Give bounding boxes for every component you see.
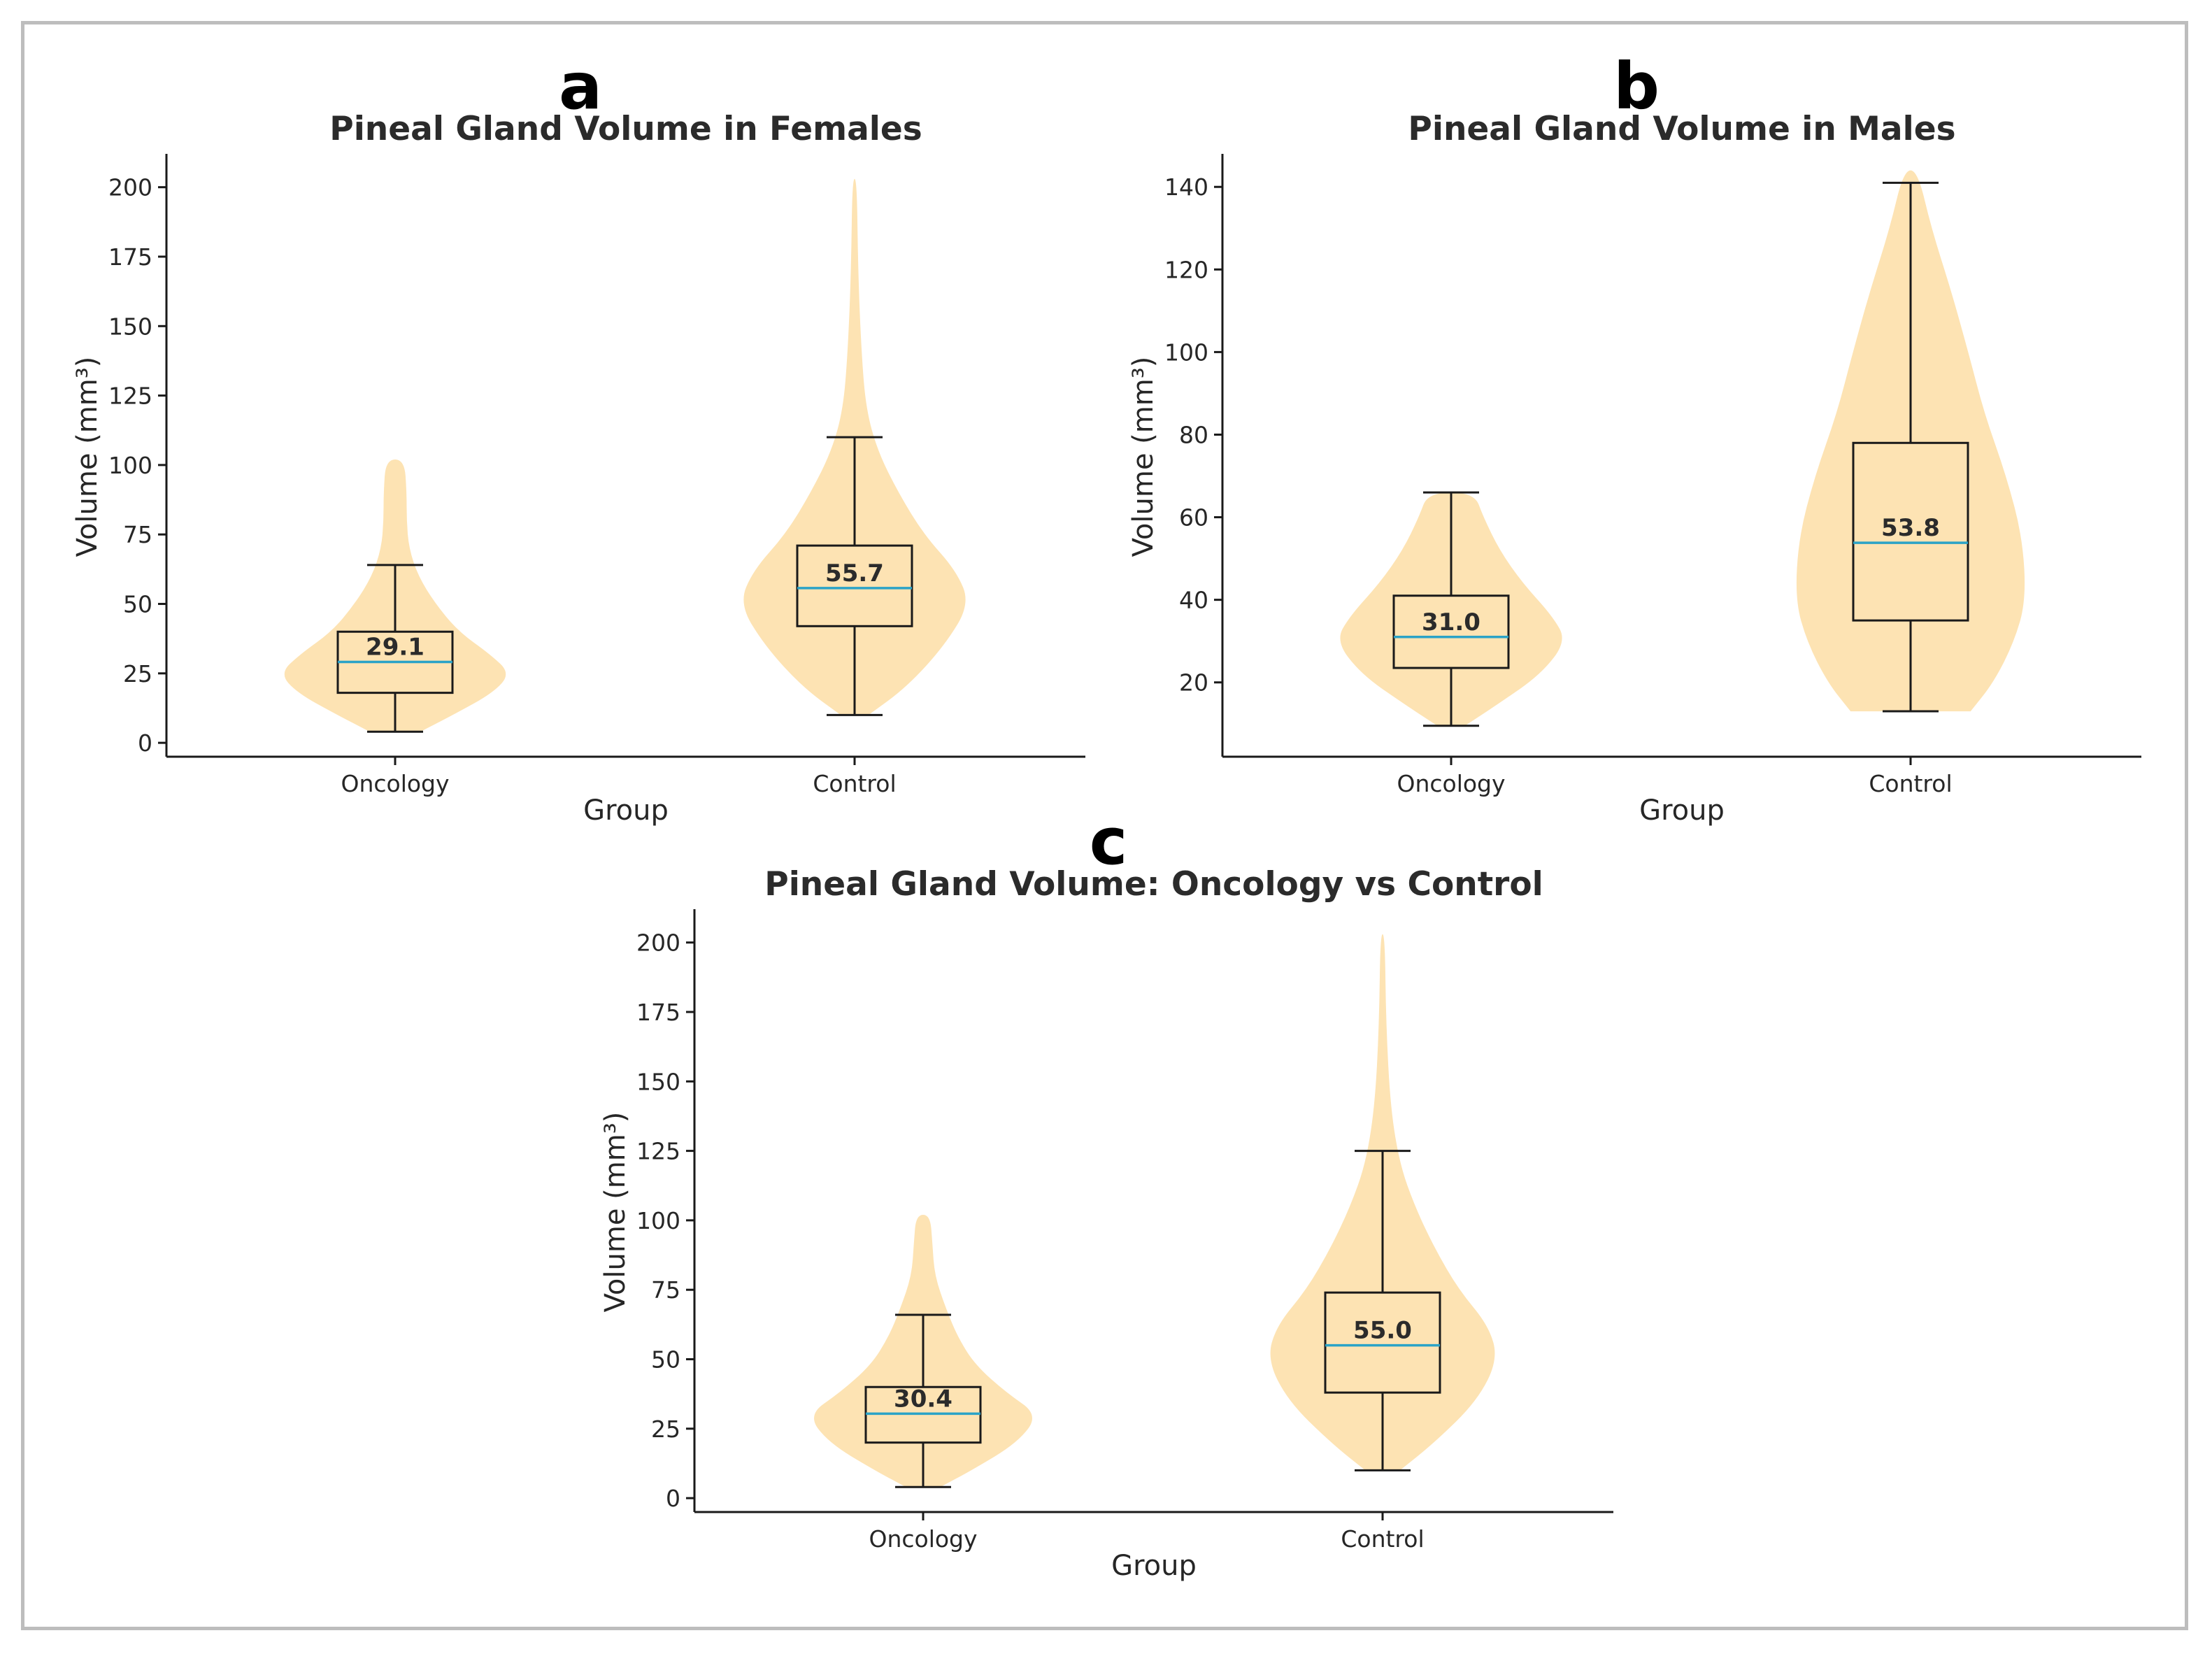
y-axis-label-a: Volume (mm³) (71, 357, 104, 557)
y-tick-label: 25 (123, 660, 152, 687)
y-tick-label: 40 (1179, 587, 1208, 614)
iqr-box-control (1324, 1291, 1441, 1394)
y-tick-label: 125 (108, 383, 152, 410)
y-tick-label: 100 (108, 452, 152, 479)
figure-frame (21, 21, 2188, 1630)
y-tick-label: 50 (651, 1346, 680, 1374)
x-axis-label-b: Group (1639, 794, 1725, 827)
y-tick-label: 200 (108, 174, 152, 201)
y-tick-label: 100 (636, 1207, 680, 1234)
y-tick-label: 25 (651, 1416, 680, 1443)
y-tick-label: 140 (1164, 173, 1208, 201)
median-label-control: 55.0 (1353, 1317, 1412, 1345)
x-axis-label-a: Group (583, 794, 669, 827)
x-tick-label: Control (813, 770, 896, 797)
median-label-oncology: 31.0 (1422, 608, 1480, 636)
panel-letter-a: a (559, 49, 602, 124)
y-tick-label: 75 (123, 521, 152, 548)
iqr-box-oncology (1392, 594, 1510, 669)
y-tick-label: 175 (108, 243, 152, 271)
y-axis-label-c: Volume (mm³) (599, 1112, 632, 1313)
y-tick-label: 80 (1179, 421, 1208, 448)
median-label-control: 55.7 (825, 559, 884, 587)
y-tick-label: 120 (1164, 256, 1208, 283)
x-axis-label-c: Group (1111, 1550, 1197, 1582)
iqr-box-control (1852, 441, 1969, 622)
y-tick-label: 0 (138, 729, 152, 757)
x-tick-label: Oncology (869, 1525, 977, 1553)
x-tick-label: Oncology (341, 770, 449, 797)
y-axis-label-b: Volume (mm³) (1127, 357, 1159, 557)
y-tick-label: 20 (1179, 669, 1208, 697)
y-tick-label: 150 (108, 313, 152, 340)
panel-letter-b: b (1613, 49, 1660, 124)
y-tick-label: 75 (651, 1276, 680, 1304)
y-tick-label: 0 (666, 1485, 680, 1512)
median-label-oncology: 30.4 (894, 1385, 952, 1413)
chart-title-a: Pineal Gland Volume in Females (329, 110, 922, 148)
chart-panel-a: a Pineal Gland Volume in Females Group V… (71, 49, 1085, 827)
y-tick-label: 50 (123, 591, 152, 618)
y-tick-label: 175 (636, 999, 680, 1026)
panel-letter-c: c (1090, 804, 1128, 879)
x-tick-label: Oncology (1397, 770, 1505, 797)
y-tick-label: 60 (1179, 504, 1208, 532)
x-tick-label: Control (1869, 770, 1952, 797)
y-tick-label: 150 (636, 1068, 680, 1095)
chart-panel-b: b Pineal Gland Volume in Males Group Vol… (1127, 49, 2141, 827)
median-label-control: 53.8 (1881, 514, 1940, 542)
y-tick-label: 100 (1164, 338, 1208, 366)
iqr-box-control (796, 544, 913, 627)
chart-title-c: Pineal Gland Volume: Oncology vs Control (764, 865, 1543, 904)
chart-panel-c: c Pineal Gland Volume: Oncology vs Contr… (599, 804, 1613, 1582)
median-label-oncology: 29.1 (366, 634, 424, 662)
chart-title-b: Pineal Gland Volume in Males (1408, 110, 1955, 148)
y-tick-label: 200 (636, 929, 680, 957)
x-tick-label: Control (1341, 1525, 1424, 1553)
y-tick-label: 125 (636, 1138, 680, 1165)
